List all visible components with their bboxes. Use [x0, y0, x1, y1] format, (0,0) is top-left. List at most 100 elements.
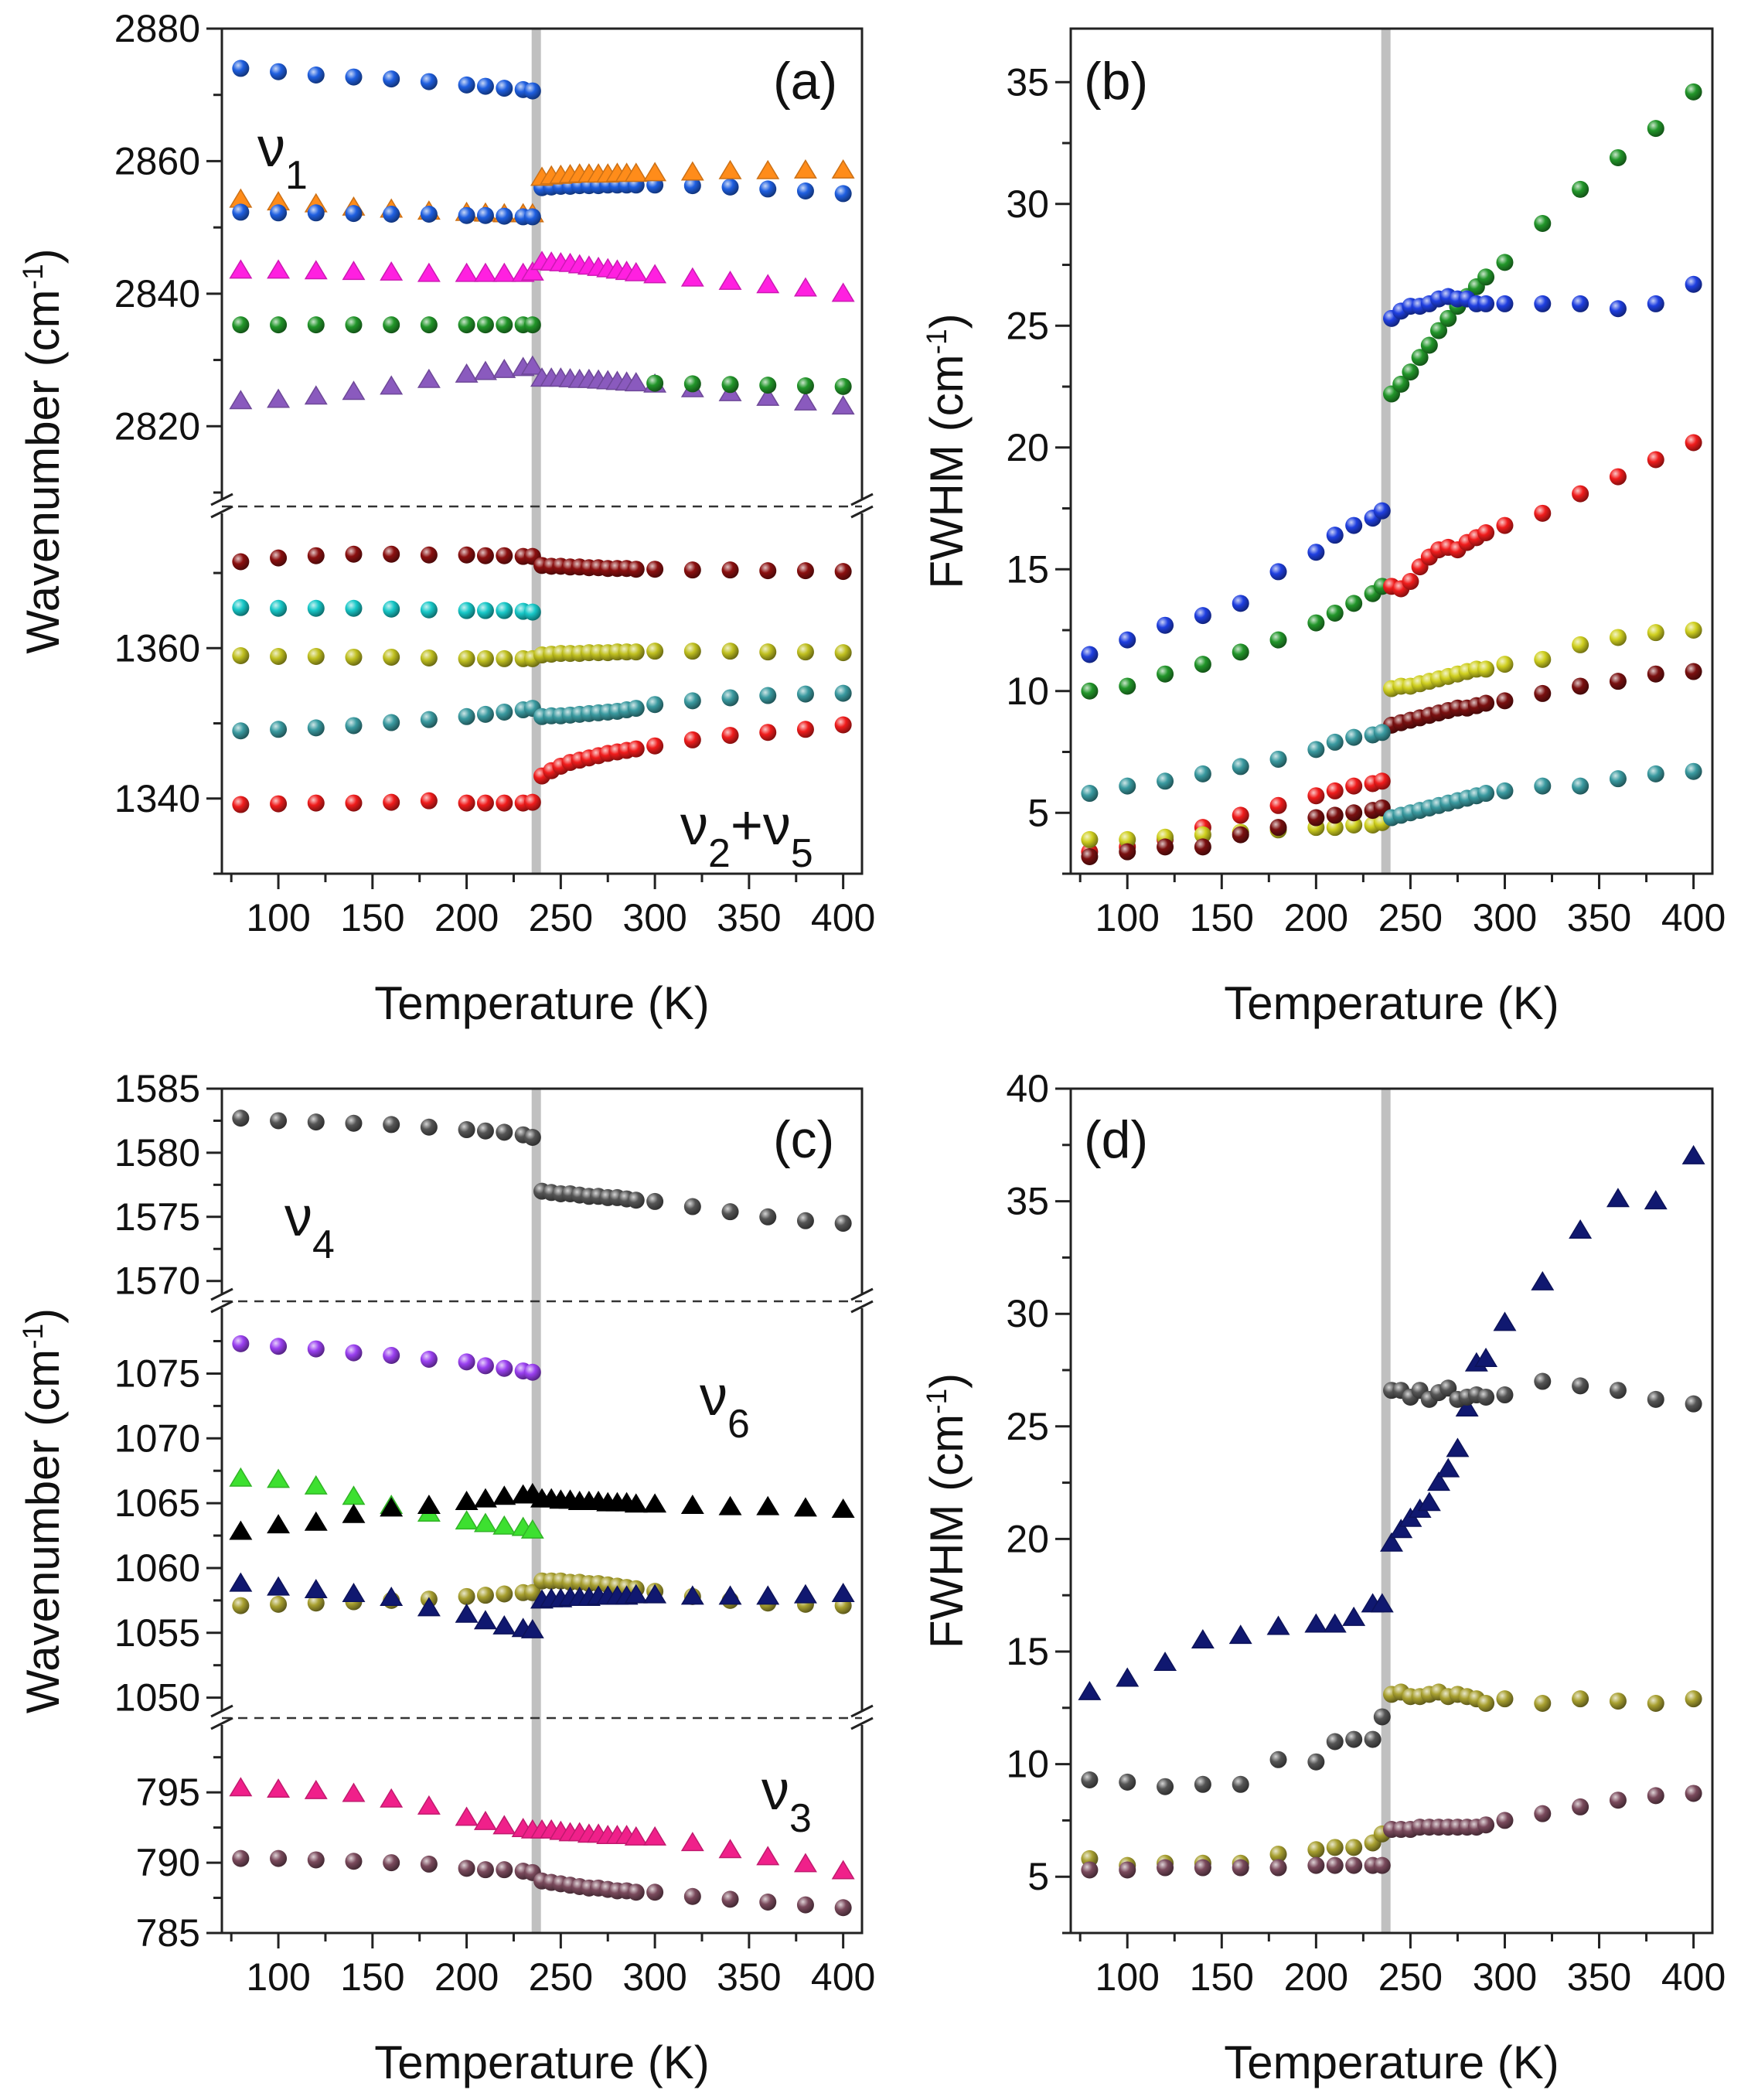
data-point-circle — [476, 1861, 494, 1879]
data-point-circle — [1402, 573, 1419, 591]
data-point-triangle — [718, 1839, 742, 1859]
data-point-circle — [1232, 1775, 1249, 1793]
data-point-triangle — [831, 1860, 855, 1880]
data-point-circle — [1572, 1690, 1589, 1708]
data-point-circle — [383, 648, 400, 666]
data-point-triangle — [342, 1583, 366, 1602]
plot-frame — [1069, 1087, 1714, 1935]
data-point-circle — [523, 1363, 541, 1381]
data-point-circle — [1647, 665, 1664, 683]
data-point-circle — [307, 1113, 325, 1131]
data-series — [232, 203, 541, 226]
data-point-triangle — [1304, 1613, 1328, 1633]
data-point-triangle — [520, 1618, 544, 1638]
data-point-circle — [759, 180, 777, 198]
y-tick-label: 790 — [136, 1841, 200, 1884]
data-series — [1081, 1372, 1702, 1795]
x-tick-label: 100 — [246, 896, 310, 939]
y-tick-label: 1060 — [114, 1546, 200, 1590]
data-series — [646, 374, 852, 395]
x-tick-label: 400 — [811, 896, 875, 939]
y-tick-label: 1570 — [114, 1260, 200, 1303]
data-point-triangle — [756, 1846, 780, 1866]
data-point-circle — [1307, 544, 1325, 561]
data-point-circle — [1534, 684, 1552, 702]
data-point-circle — [1194, 838, 1211, 856]
data-point-circle — [1326, 819, 1344, 837]
data-point-circle — [270, 63, 288, 80]
data-point-circle — [1307, 787, 1325, 805]
x-tick-label: 250 — [1378, 1955, 1443, 1999]
data-point-triangle — [304, 1511, 328, 1531]
data-point-triangle — [1078, 1680, 1102, 1700]
data-point-circle — [458, 649, 475, 667]
x-tick-label: 150 — [1190, 1955, 1254, 1999]
data-point-circle — [476, 1587, 494, 1604]
y-tick-label: 1070 — [114, 1416, 200, 1460]
data-point-circle — [1647, 120, 1664, 138]
data-point-circle — [1496, 656, 1514, 673]
data-point-circle — [1232, 758, 1249, 776]
data-point-circle — [345, 1114, 363, 1132]
data-point-circle — [1685, 275, 1702, 293]
label-part: ν — [257, 117, 285, 179]
data-point-triangle — [624, 1584, 648, 1604]
data-point-circle — [1157, 616, 1174, 634]
data-point-circle — [458, 546, 475, 564]
data-point-circle — [796, 182, 814, 199]
data-point-triangle — [680, 161, 704, 181]
data-point-circle — [1685, 663, 1702, 680]
axis-label-superscript: -1 — [16, 264, 49, 289]
data-point-circle — [1326, 1839, 1344, 1856]
data-point-triangle — [380, 1497, 404, 1517]
data-point-circle — [1534, 504, 1552, 522]
data-point-circle — [420, 1351, 438, 1369]
y-tick-label: 785 — [136, 1911, 200, 1955]
data-series — [229, 355, 855, 415]
data-point-circle — [627, 1884, 645, 1901]
data-point-circle — [1647, 451, 1664, 469]
x-axis-label: Temperature (K) — [1224, 2037, 1559, 2088]
data-point-circle — [1326, 604, 1344, 622]
data-point-triangle — [455, 363, 479, 383]
x-tick-label: 200 — [1284, 1955, 1348, 1999]
subscript: 1 — [285, 152, 308, 197]
data-point-triangle — [520, 261, 544, 281]
data-series — [1081, 434, 1702, 861]
data-point-circle — [1269, 1846, 1287, 1863]
data-point-circle — [1477, 524, 1495, 542]
data-point-circle — [1157, 1859, 1174, 1877]
data-point-circle — [834, 1215, 852, 1232]
chart-panel-a: 100 150 200 250 300 350 400 2820 2840 2860 2880 134… — [16, 7, 875, 1029]
y-tick-label: 5 — [1027, 791, 1049, 834]
data-point-circle — [646, 737, 664, 755]
data-point-circle — [1194, 656, 1211, 673]
data-point-triangle — [643, 1493, 667, 1513]
x-tick-label: 200 — [434, 1955, 499, 1999]
data-point-triangle — [793, 1497, 817, 1517]
data-point-triangle — [342, 1503, 366, 1523]
data-point-circle — [458, 794, 475, 812]
data-point-triangle — [473, 1488, 497, 1508]
data-point-triangle — [1681, 1144, 1705, 1164]
data-point-triangle — [455, 1510, 479, 1530]
data-point-circle — [1477, 1694, 1495, 1712]
data-point-circle — [1345, 728, 1363, 746]
data-point-triangle — [473, 360, 497, 380]
data-point-circle — [627, 1191, 645, 1209]
data-point-triangle — [342, 380, 366, 401]
transition-line — [531, 1089, 541, 1933]
data-series — [232, 716, 852, 813]
data-point-circle — [458, 1353, 475, 1371]
data-point-circle — [523, 316, 541, 334]
data-point-circle — [523, 82, 541, 100]
mode-label: ν1 — [257, 117, 308, 197]
data-point-triangle — [417, 1495, 441, 1514]
data-point-circle — [1572, 1798, 1589, 1815]
data-point-circle — [476, 206, 494, 224]
data-point-triangle — [793, 277, 817, 297]
data-point-triangle — [831, 282, 855, 302]
data-point-triangle — [793, 1584, 817, 1604]
data-point-circle — [383, 714, 400, 731]
